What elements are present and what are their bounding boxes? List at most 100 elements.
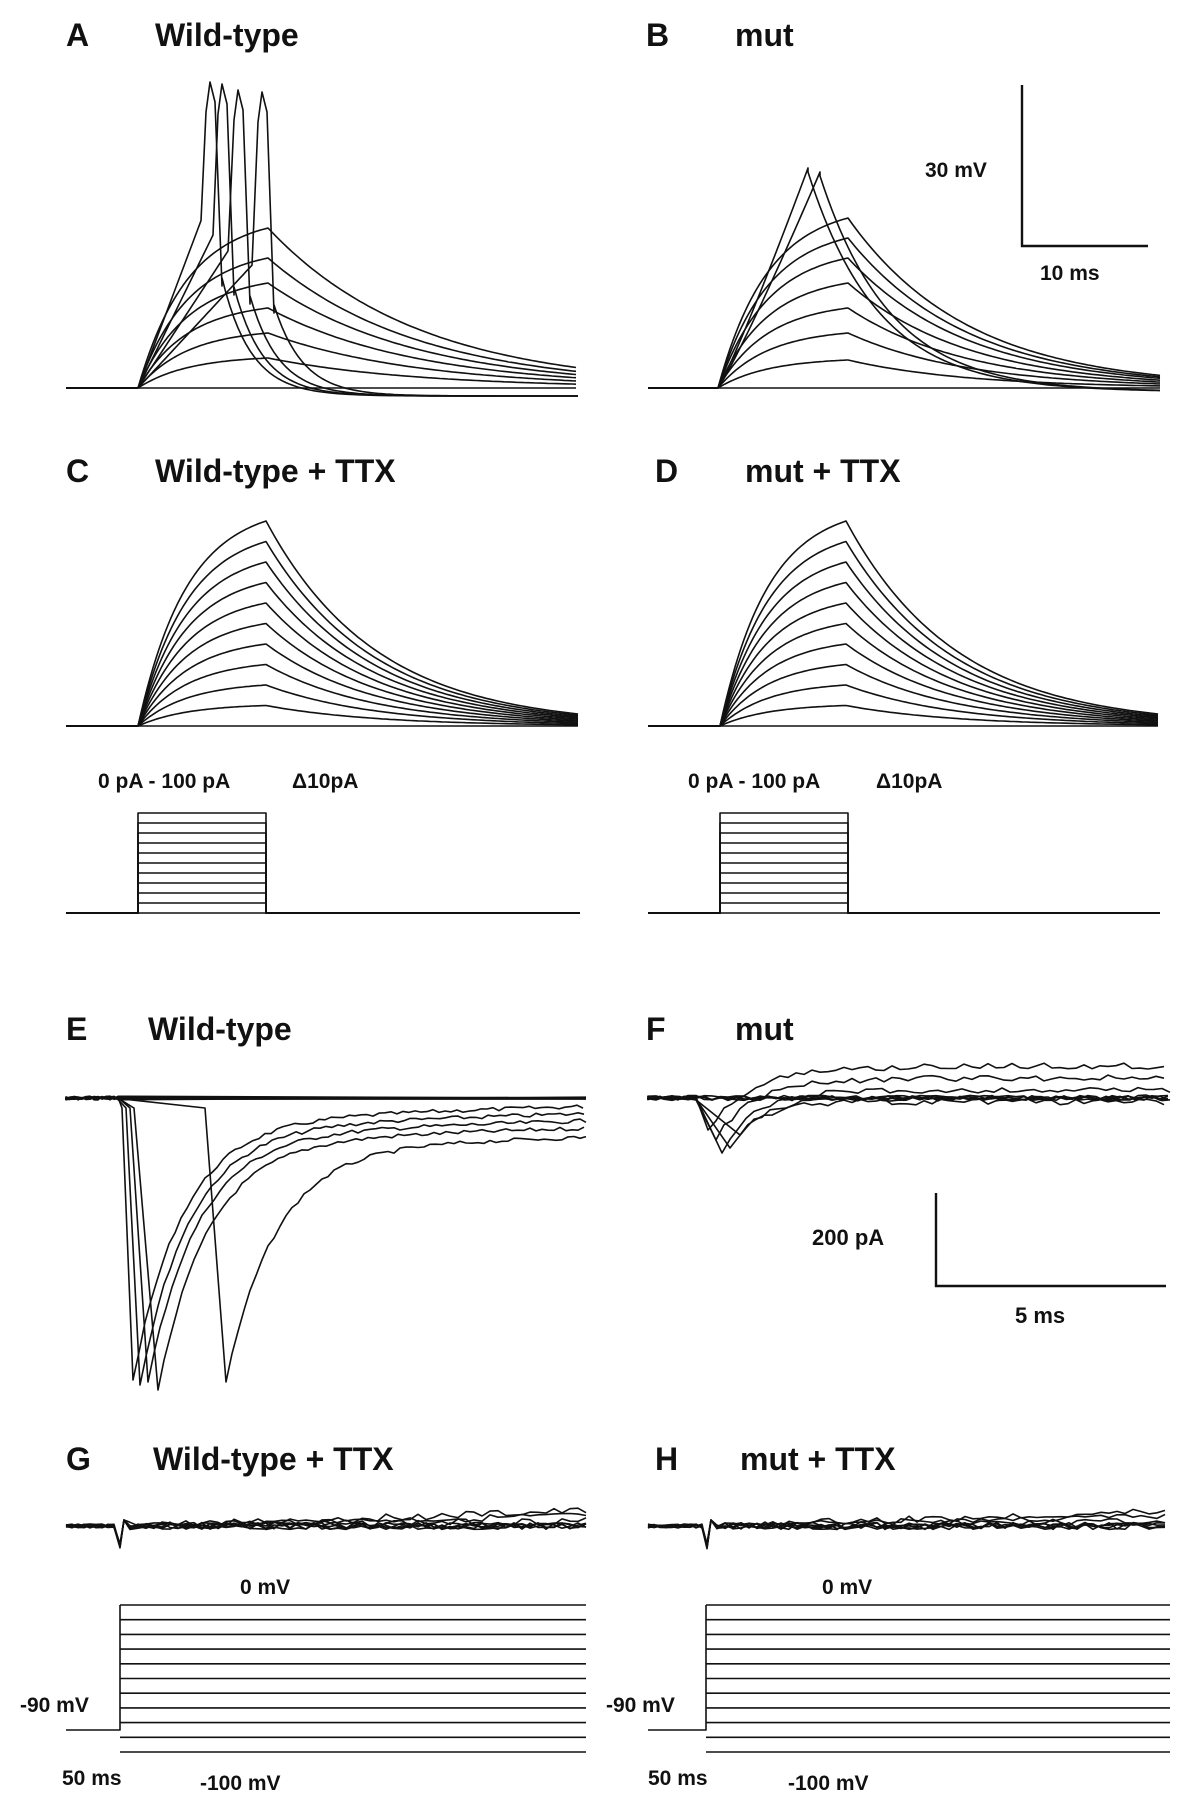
traces-g-sweep-7 [65,1519,587,1547]
trace-b-sub-4 [648,282,1161,389]
vc-pre-label-right: 50 ms [648,1767,708,1790]
panel-letter-g: G [66,1441,91,1477]
traces-c-trace-4 [66,643,579,727]
traces-h-sweep-7 [647,1519,1166,1549]
traces-d-trace-2 [648,684,1159,727]
traces-c-trace-3 [66,663,579,727]
traces-panel-e [65,1095,587,1391]
trace-e-current-4 [65,1096,587,1383]
trace-f-flat-4 [647,1094,1169,1102]
traces-d-trace-5 [648,622,1159,727]
panel-letter-c: C [66,453,89,489]
traces-c-trace-5 [66,622,579,727]
cc-range-label-left: 0 pA - 100 pA [98,770,230,793]
scale-bar-current-x-label: 5 ms [1015,1303,1065,1328]
traces-panel-g [65,1507,587,1549]
trace-f-current-0 [647,1062,1165,1131]
vstep-g-stem [66,1605,121,1731]
cc-range-label-right: 0 pA - 100 pA [688,770,820,793]
trace-f-current-1 [647,1074,1165,1141]
trace-a-sub-4 [66,282,577,389]
panel-title-e: Wild-type [148,1011,292,1047]
stim-d-step-1 [648,902,1160,914]
scale-bar-voltage-lines [1020,85,1148,248]
traces-c-trace-2 [66,684,579,727]
traces-g-sweep-1 [65,1512,587,1546]
vc-bottom-label-right: -100 mV [788,1772,869,1795]
traces-h-sweep-6 [647,1519,1166,1546]
panel-title-a: Wild-type [155,17,299,53]
traces-c-trace-7 [66,581,579,727]
scale-bar-current: 200 pA 5 ms [812,1193,1166,1328]
voltage-steps-right [648,1604,1170,1753]
trace-f-current-4 [647,1096,1165,1136]
panel-title-c: Wild-type + TTX [155,453,396,489]
vc-bottom-label-left: -100 mV [200,1772,281,1795]
vc-top-label-left: 0 mV [240,1576,290,1599]
panel-letter-a: A [66,17,89,53]
scale-bar-voltage-x-label: 10 ms [1040,262,1100,285]
traces-c-trace-9 [66,540,579,727]
trace-a-sub-1 [66,357,577,389]
panel-title-g: Wild-type + TTX [153,1441,394,1477]
traces-d-trace-3 [648,663,1159,727]
stim-d-step-3 [648,882,1160,914]
traces-g-sweep-2 [65,1507,587,1547]
trace-e-current-2 [65,1096,587,1383]
stim-d-step-5 [648,862,1160,914]
traces-c-trace-8 [66,561,579,727]
panel-letter-h: H [655,1441,678,1477]
trace-b-sub-2 [648,332,1161,389]
stimulus-steps-left [66,812,580,914]
trace-a-sub-2 [66,332,577,389]
panel-title-b: mut [735,17,794,53]
stim-d-step-9 [648,822,1160,914]
traces-g-sweep-5 [65,1519,587,1548]
traces-d-trace-10 [648,520,1159,727]
trace-b-sub-1 [648,359,1161,389]
trace-b-spike-1 [648,171,1161,392]
traces-c-trace-1 [66,704,578,727]
trace-a-spike-3 [66,91,578,397]
trace-e-current-0 [65,1095,584,1381]
trace-e-current-1 [65,1096,585,1386]
cc-step-label-right: Δ10pA [876,770,942,793]
scale-bar-current-y-label: 200 pA [812,1225,884,1250]
traces-c-trace-6 [66,602,579,727]
traces-d-trace-9 [648,540,1159,727]
trace-b-sub-6 [648,237,1161,389]
panel-letter-b: B [646,17,669,53]
vc-top-label-right: 0 mV [822,1576,872,1599]
stim-c-step-9 [66,822,580,914]
panel-letter-e: E [66,1011,87,1047]
traces-d-trace-6 [648,602,1159,727]
vc-pre-label-left: 50 ms [62,1767,122,1790]
cc-step-label-left: Δ10pA [292,770,358,793]
scale-bar-voltage: 30 mV 10 ms [925,85,1148,285]
trace-b-sub-5 [648,257,1161,389]
stim-c-step-10 [66,812,580,914]
stim-c-step-1 [66,902,580,914]
traces-g-sweep-0 [65,1517,587,1547]
scale-bar-current-lines [934,1193,1166,1288]
trace-b-sub-3 [648,307,1161,389]
trace-a-sub-3 [66,307,577,389]
panel-title-d: mut + TTX [745,453,901,489]
vc-hold-label-left: -90 mV [20,1694,89,1717]
trace-a-sub-6 [66,227,577,389]
stim-c-step-5 [66,862,580,914]
trace-f-current-3 [647,1094,1171,1149]
traces-d-trace-1 [648,704,1158,727]
traces-d-trace-8 [648,561,1159,727]
panel-letter-d: D [655,453,678,489]
traces-panel-a [66,81,578,397]
panel-title-f: mut [735,1011,794,1047]
stim-d-step-10 [648,812,1160,914]
trace-e-current-3 [65,1095,585,1391]
trace-f-current-2 [647,1086,1171,1154]
vstep-h-stem [648,1605,707,1731]
panel-letter-f: F [646,1011,666,1047]
traces-panel-b [648,167,1161,392]
scale-bar-voltage-y-label: 30 mV [925,159,987,182]
